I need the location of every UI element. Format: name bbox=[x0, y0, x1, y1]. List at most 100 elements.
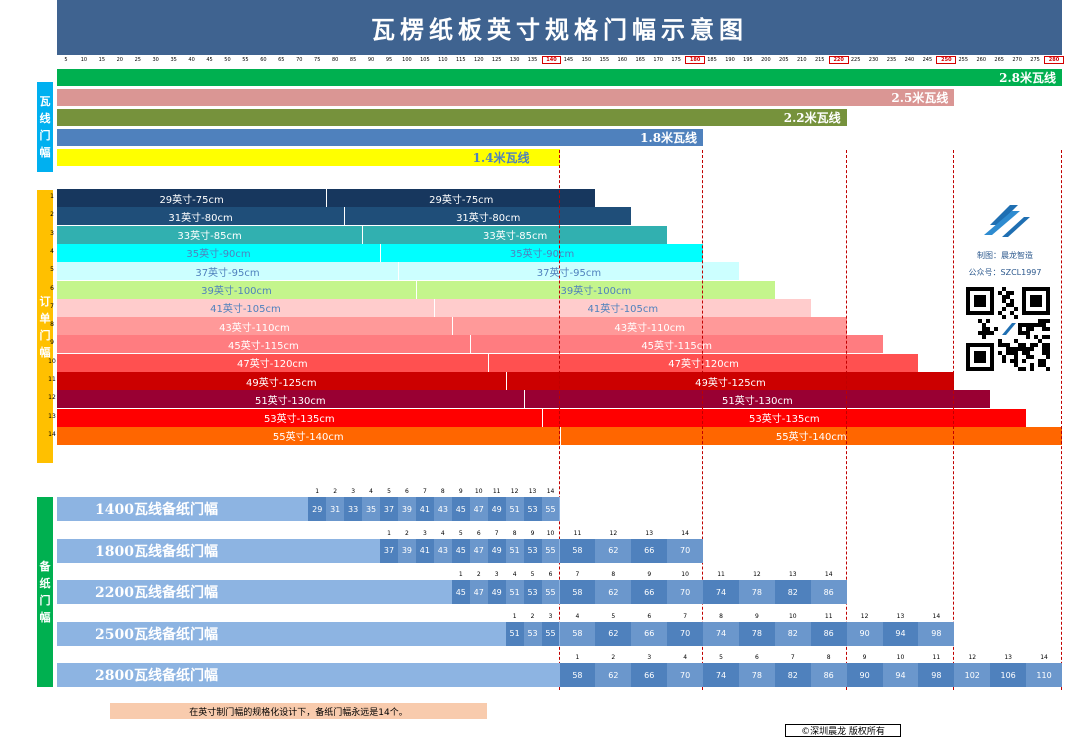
spare-width-cell: 82 bbox=[774, 621, 811, 646]
spare-width-cell: 70 bbox=[667, 621, 704, 646]
order-row-number: 10 bbox=[48, 357, 56, 365]
ruler-tick: 260 bbox=[976, 57, 986, 63]
order-row-number: 5 bbox=[50, 266, 54, 274]
ruler-tick: 225 bbox=[850, 57, 861, 63]
ruler-tick: 10 bbox=[80, 57, 88, 63]
ruler-tick: 60 bbox=[260, 57, 267, 63]
section-order-width: 订单门幅 bbox=[37, 190, 53, 463]
spare-index: 9 bbox=[862, 654, 867, 661]
spare-index: 3 bbox=[494, 571, 499, 578]
spare-width-cell: 39 bbox=[397, 497, 416, 521]
ruler-tick: 175 bbox=[671, 57, 681, 63]
order-row-number: 2 bbox=[50, 211, 54, 219]
ruler-tick: 85 bbox=[349, 57, 357, 63]
spare-width-cell: 66 bbox=[631, 538, 668, 563]
order-width-bar: 45英寸-115cm bbox=[57, 335, 470, 354]
section-spare-width: 备纸门幅 bbox=[37, 497, 53, 687]
ruler-tick: 170 bbox=[653, 57, 663, 63]
spare-index: 14 bbox=[824, 571, 833, 578]
order-row-number: 1 bbox=[50, 193, 54, 200]
spare-index: 7 bbox=[422, 488, 427, 495]
ruler-tick: 20 bbox=[116, 57, 123, 63]
spare-width-cell: 49 bbox=[487, 580, 506, 604]
order-width-bar: 41英寸-105cm bbox=[57, 298, 434, 317]
spare-index: 6 bbox=[405, 488, 409, 495]
ruler-tick: 45 bbox=[206, 57, 213, 63]
ruler-tick: 120 bbox=[473, 57, 484, 63]
spare-width-cell: 82 bbox=[774, 663, 811, 687]
ruler-tick: 190 bbox=[725, 57, 735, 63]
spare-index: 5 bbox=[719, 654, 723, 661]
spare-index: 12 bbox=[609, 529, 618, 537]
spare-width-cell: 53 bbox=[523, 538, 542, 563]
spare-index: 10 bbox=[788, 612, 797, 620]
spare-index: 9 bbox=[754, 612, 759, 620]
ruler-tick: 150 bbox=[581, 57, 592, 63]
spare-width-cell: 29 bbox=[308, 497, 327, 521]
spare-width-cell: 47 bbox=[469, 538, 488, 563]
spare-width-cell: 90 bbox=[846, 621, 883, 646]
ruler-tick: 200 bbox=[761, 57, 771, 63]
line-width-guide bbox=[953, 150, 955, 690]
order-width-bar: 53英寸-135cm bbox=[57, 408, 542, 427]
ruler-tick: 105 bbox=[420, 57, 430, 63]
spare-index: 12 bbox=[753, 571, 761, 578]
spare-width-cell: 106 bbox=[990, 663, 1027, 687]
spare-width-cell: 110 bbox=[1026, 663, 1062, 687]
spare-index: 8 bbox=[440, 488, 445, 495]
order-width-bar: 35英寸-90cm bbox=[57, 243, 381, 262]
ruler-tick: 215 bbox=[814, 57, 825, 63]
ruler-tick: 50 bbox=[224, 57, 231, 63]
order-width-bar: 49英寸-125cm bbox=[505, 372, 955, 390]
spare-width-cell: 55 bbox=[541, 580, 560, 604]
order-width-bar: 39英寸-100cm bbox=[415, 280, 775, 299]
order-width-bar: 29英寸-75cm bbox=[326, 189, 596, 207]
spare-index: 1 bbox=[575, 654, 580, 661]
spare-width-cell: 51 bbox=[505, 538, 524, 563]
order-width-bar: 31英寸-80cm bbox=[57, 207, 345, 226]
spare-index: 12 bbox=[510, 488, 519, 495]
spare-width-cell: 94 bbox=[882, 663, 919, 687]
order-width-bar: 53英寸-135cm bbox=[541, 408, 1027, 427]
line-width-guide bbox=[1061, 150, 1062, 690]
spare-index: 11 bbox=[932, 654, 941, 661]
order-width-bar: 33英寸-85cm bbox=[57, 225, 363, 244]
ruler-tick: 35 bbox=[170, 57, 177, 63]
ruler-tick: 145 bbox=[563, 57, 574, 63]
spare-width-cell: 102 bbox=[954, 663, 991, 687]
spare-index: 1 bbox=[512, 612, 517, 620]
ruler-tick: 80 bbox=[331, 57, 339, 63]
order-width-bar: 51英寸-130cm bbox=[523, 390, 991, 409]
ruler-tick: 195 bbox=[743, 57, 753, 63]
order-width-bar: 37英寸-95cm bbox=[397, 262, 739, 281]
order-width-bar: 31英寸-80cm bbox=[344, 207, 632, 226]
ruler-tick: 210 bbox=[796, 57, 807, 63]
spare-width-cell: 70 bbox=[667, 663, 704, 687]
spare-index: 4 bbox=[369, 488, 373, 495]
ruler-tick: 125 bbox=[491, 57, 502, 63]
spare-width-cell: 47 bbox=[469, 497, 488, 521]
ruler-tick: 65 bbox=[278, 57, 285, 63]
spare-index: 11 bbox=[573, 529, 582, 537]
spare-width-cell: 62 bbox=[595, 663, 632, 687]
spare-width-cell: 31 bbox=[326, 497, 345, 521]
spare-width-cell: 90 bbox=[846, 663, 883, 687]
spare-index: 10 bbox=[474, 488, 483, 495]
ruler-tick: 270 bbox=[1012, 57, 1022, 63]
spare-width-cell: 49 bbox=[487, 538, 506, 563]
spare-width-cell: 58 bbox=[559, 663, 596, 687]
spare-index: 11 bbox=[824, 612, 833, 620]
spare-index: 10 bbox=[546, 529, 555, 537]
order-width-bar: 35英寸-90cm bbox=[380, 243, 704, 262]
spare-index: 14 bbox=[681, 529, 689, 537]
spare-width-cell: 86 bbox=[810, 663, 847, 687]
order-width-bar: 43英寸-110cm bbox=[57, 317, 452, 336]
spare-index: 13 bbox=[645, 529, 654, 537]
spare-width-cell: 51 bbox=[505, 497, 524, 521]
spare-width-cell: 45 bbox=[451, 580, 470, 604]
spare-index: 5 bbox=[458, 529, 463, 537]
spare-width-cell: 53 bbox=[523, 497, 542, 521]
ruler-tick: 15 bbox=[98, 57, 106, 63]
spare-width-cell: 45 bbox=[451, 497, 470, 521]
spare-index: 5 bbox=[530, 571, 535, 578]
